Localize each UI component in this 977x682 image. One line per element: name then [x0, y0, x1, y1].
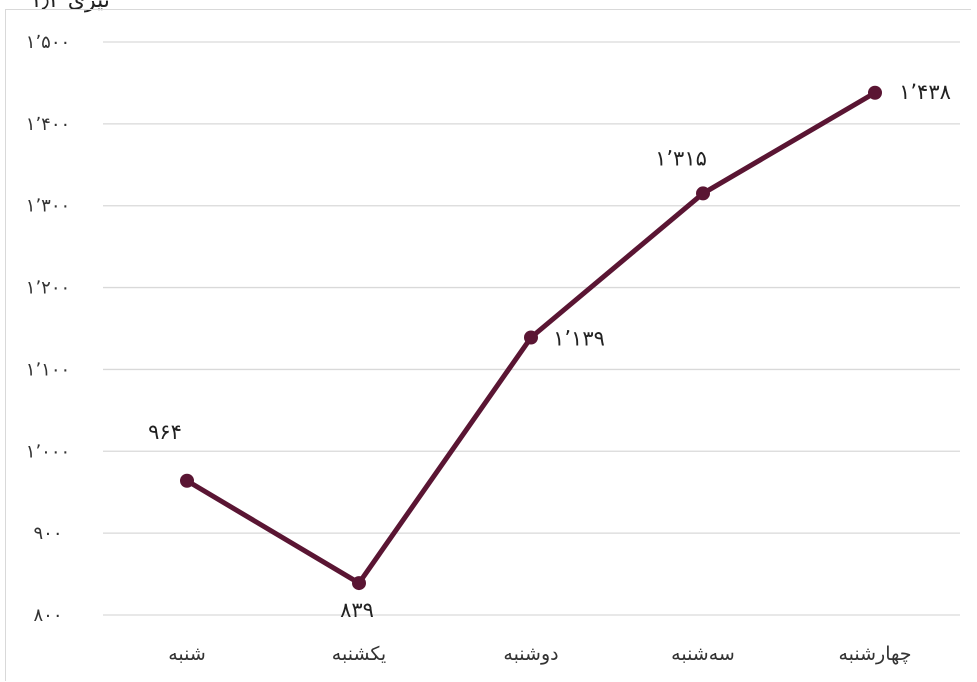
data-labels: ۹۶۴ ۸۳۹ ۱٬۱۳۹ ۱٬۳۱۵ ۱٬۴۳۸ — [148, 80, 951, 622]
data-point — [524, 330, 538, 345]
x-tick-label: دوشنبه — [503, 643, 558, 665]
data-label: ۱٬۴۳۸ — [899, 80, 951, 104]
y-tick-label: ۱٬۰۰۰ — [26, 441, 70, 462]
y-tick-label: ۹۰۰ — [33, 523, 62, 544]
data-label: ۹۶۴ — [148, 420, 182, 444]
y-tick-label: ۱٬۵۰۰ — [26, 32, 70, 53]
y-tick-label: ۱٬۲۰۰ — [26, 278, 70, 299]
y-tick-label: ۱٬۴۰۰ — [26, 114, 70, 135]
x-tick-label: شنبه — [168, 643, 206, 665]
data-point — [696, 186, 710, 201]
data-label: ۱٬۳۱۵ — [655, 146, 707, 170]
data-point — [352, 576, 366, 591]
y-tick-label: ۱٬۳۰۰ — [26, 196, 70, 217]
x-tick-label: یکشنبه — [332, 643, 386, 665]
gridlines — [103, 41, 960, 616]
x-tick-label: سه‌شنبه — [671, 643, 735, 665]
y-axis-tick-labels: ۸۰۰ ۹۰۰ ۱٬۰۰۰ ۱٬۱۰۰ ۱٬۲۰۰ ۱٬۳۰۰ ۱٬۴۰۰ ۱٬۵۰۰ — [26, 32, 70, 626]
chart-frame — [5, 9, 971, 681]
x-axis-tick-labels: شنبه یکشنبه دوشنبه سه‌شنبه چهارشنبه — [168, 643, 911, 665]
data-point — [180, 473, 194, 488]
series-points — [180, 85, 882, 591]
y-tick-label: ۱٬۱۰۰ — [26, 359, 70, 380]
x-tick-label: چهارشنبه — [838, 643, 911, 665]
data-label: ۸۳۹ — [340, 598, 374, 622]
data-label: ۱٬۱۳۹ — [553, 327, 605, 351]
y-tick-label: ۸۰۰ — [33, 605, 62, 626]
data-point — [868, 85, 882, 100]
